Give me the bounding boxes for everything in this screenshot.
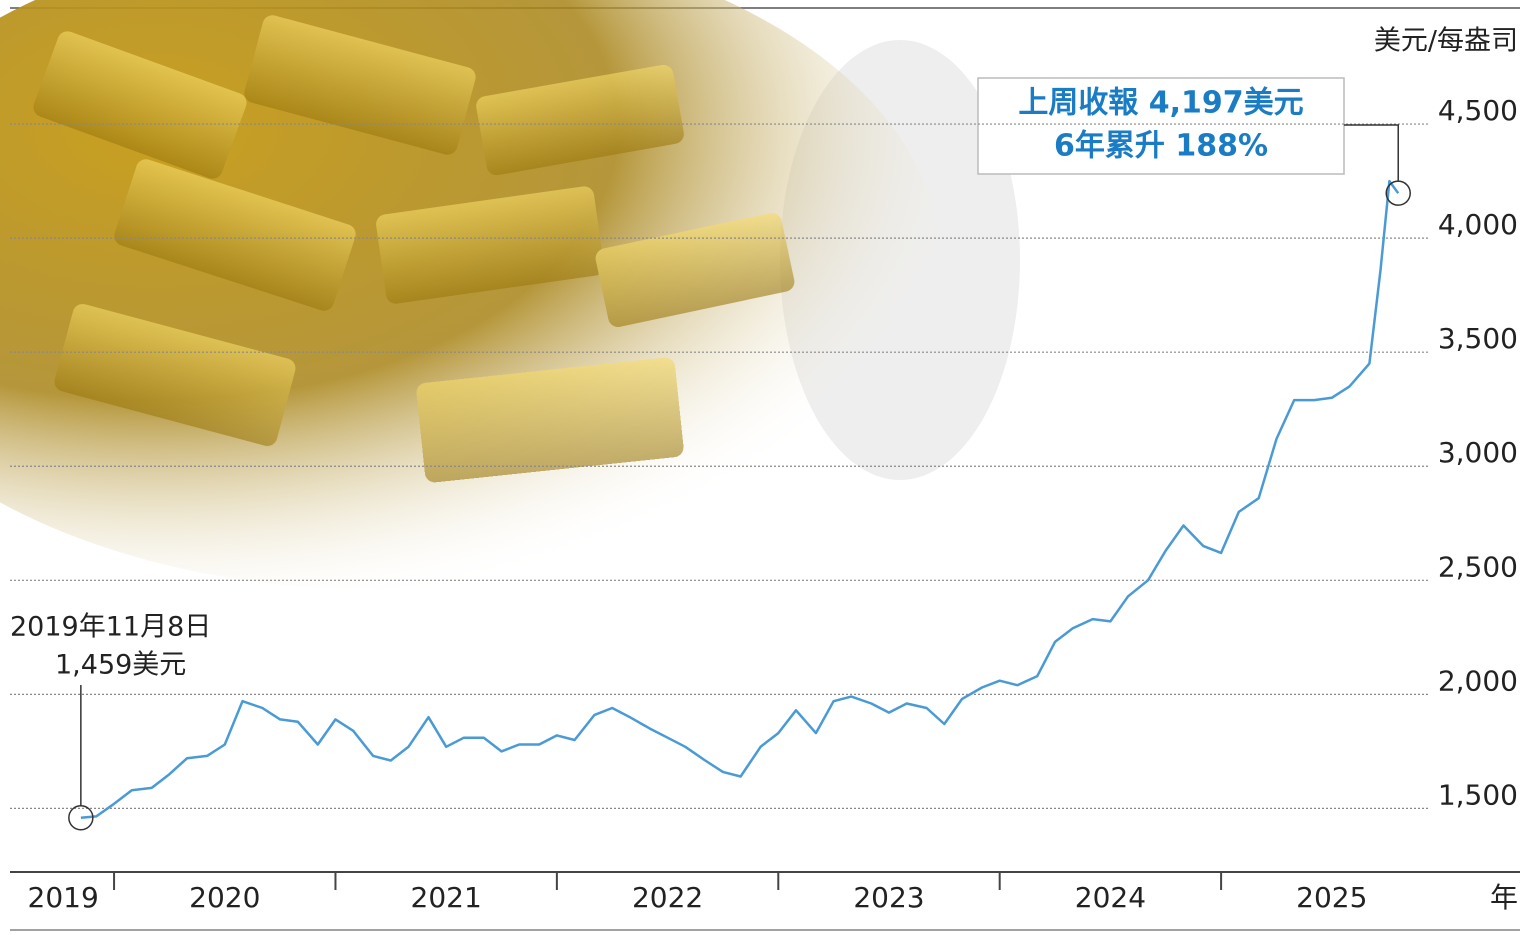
x-tick-label: 2025 bbox=[1296, 881, 1367, 914]
background-photo bbox=[0, 0, 1020, 590]
x-tick-label: 2022 bbox=[632, 881, 703, 914]
x-tick-label: 2024 bbox=[1075, 881, 1146, 914]
start-marker bbox=[68, 805, 94, 831]
y-tick-label: 3,500 bbox=[1438, 322, 1518, 355]
x-tick-label: 2019 bbox=[28, 881, 99, 914]
x-tick-label: 2020 bbox=[189, 881, 260, 914]
unit-label: 美元/每盎司 bbox=[1374, 26, 1518, 57]
end-callout-line2: 6年累升 188% bbox=[1054, 129, 1268, 164]
y-tick-label: 2,500 bbox=[1438, 550, 1518, 583]
end-callout-line1: 上周收報 4,197美元 bbox=[1018, 86, 1303, 121]
end-leader bbox=[1344, 124, 1399, 182]
end-marker bbox=[1385, 180, 1411, 206]
x-tick-label: 2021 bbox=[411, 881, 482, 914]
y-tick-label: 4,500 bbox=[1438, 94, 1518, 127]
y-tick-label: 2,000 bbox=[1438, 664, 1518, 697]
end-callout-box bbox=[977, 77, 1345, 175]
x-axis-label: 年 bbox=[1490, 881, 1518, 914]
y-tick-label: 3,000 bbox=[1438, 436, 1518, 469]
x-tick-label: 2023 bbox=[853, 881, 924, 914]
price-line bbox=[80, 179, 1400, 820]
y-tick-label: 1,500 bbox=[1438, 778, 1518, 811]
start-date: 2019年11月8日 bbox=[10, 612, 211, 643]
start-price: 1,459美元 bbox=[55, 650, 186, 681]
y-tick-label: 4,000 bbox=[1438, 208, 1518, 241]
